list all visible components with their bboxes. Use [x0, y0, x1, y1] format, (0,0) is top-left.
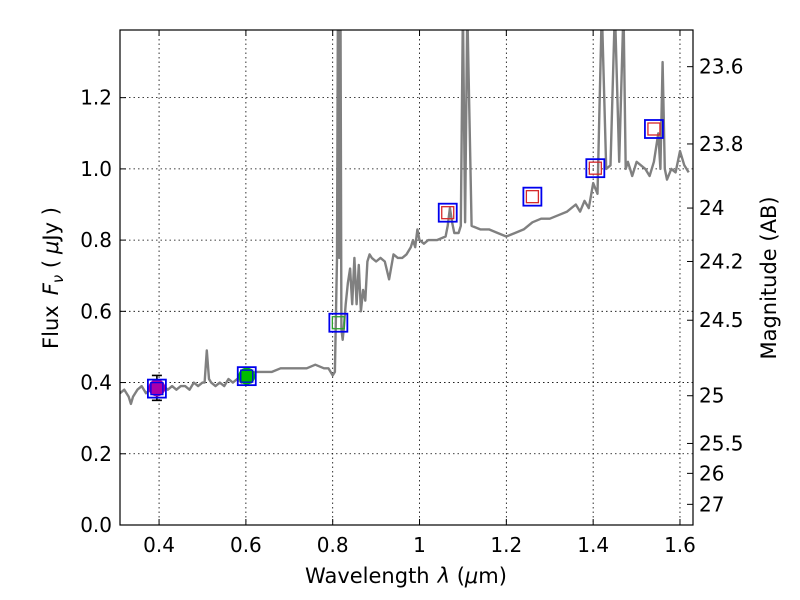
y2-tick-label: 27	[699, 492, 724, 516]
model-square-outer	[437, 202, 458, 223]
y2-tick-label: 24.2	[699, 249, 744, 273]
x-tick-label: 1.4	[577, 533, 609, 557]
plot-frame	[119, 29, 694, 526]
y2-tick-label: 24	[699, 196, 724, 220]
model-square-inner	[588, 161, 602, 175]
x-tick-label: 0.8	[317, 533, 349, 557]
y2-tick-label: 24.5	[699, 308, 744, 332]
spectrum-line	[120, 30, 690, 406]
y-tick-label: 0.6	[80, 299, 112, 323]
x-tick-label: 1	[413, 533, 426, 557]
data-markers	[146, 119, 664, 402]
y-tick-label: 0.4	[80, 371, 112, 395]
model-square-outer	[328, 312, 349, 333]
model-square-outer	[146, 378, 167, 399]
y-axis-label: FluxFν (μJy )	[39, 207, 67, 349]
model-square-outer	[585, 158, 606, 179]
model-square-inner	[647, 122, 661, 136]
model-square-inner	[441, 206, 455, 220]
y-tick-label: 0.2	[80, 442, 112, 466]
y2-tick-label: 26	[699, 461, 724, 485]
y-tick-label: 1.2	[80, 86, 112, 110]
model-square-outer	[236, 366, 257, 387]
model-square-outer	[644, 119, 664, 139]
y-tick-label: 0.8	[80, 228, 112, 252]
x-tick-label: 1.2	[490, 533, 522, 557]
y-tick-label: 1.0	[80, 157, 112, 181]
x-tick-label: 0.6	[230, 533, 262, 557]
model-square-outer	[522, 186, 543, 207]
axis-ticks: 0.4 0.6 0.8 1 1.2 1.4 1.6 0.0 0.2 0.4 0.6 0.8 1.0 1.2…	[80, 30, 744, 557]
y2-tick-label: 23.6	[699, 55, 744, 79]
y2-axis-label: Magnitude (AB)	[757, 196, 781, 359]
model-square-inner	[150, 381, 164, 396]
model-square-inner	[331, 316, 345, 330]
x-tick-label: 0.4	[143, 533, 175, 557]
x-tick-label: 1.6	[664, 533, 696, 557]
model-square-inner	[525, 190, 540, 204]
model-square-inner	[240, 369, 254, 383]
grid	[120, 30, 693, 526]
y2-tick-label: 23.8	[699, 132, 744, 156]
y2-tick-label: 25.5	[699, 431, 744, 455]
photometry-point	[238, 367, 256, 385]
y2-tick-label: 25	[699, 384, 724, 408]
x-axis-label: Wavelength λ (μm)	[305, 564, 507, 588]
y-tick-label: 0.0	[80, 513, 112, 537]
